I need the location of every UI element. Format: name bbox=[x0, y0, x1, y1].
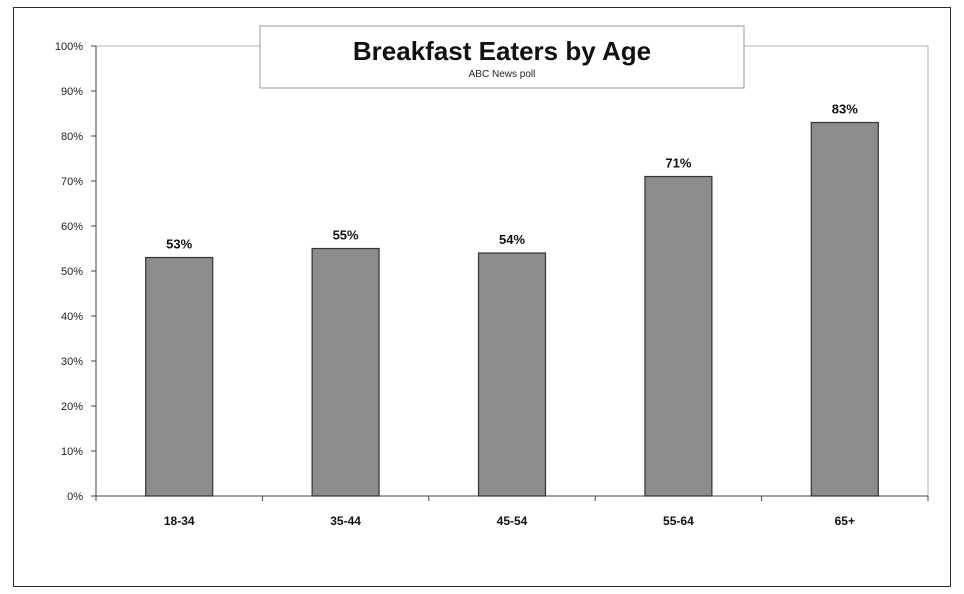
y-tick-label: 50% bbox=[61, 266, 83, 278]
bar-55-64 bbox=[644, 175, 713, 497]
chart-subtitle: ABC News poll bbox=[469, 69, 536, 80]
y-tick-label: 100% bbox=[55, 41, 83, 53]
y-tick-label: 20% bbox=[61, 401, 83, 413]
y-tick-label: 0% bbox=[67, 491, 83, 503]
x-category-label: 18-34 bbox=[164, 514, 195, 528]
bar-65+ bbox=[810, 121, 879, 497]
y-tick-label: 70% bbox=[61, 176, 83, 188]
data-label: 54% bbox=[499, 232, 525, 247]
x-category-label: 65+ bbox=[835, 514, 855, 528]
y-tick-label: 80% bbox=[61, 131, 83, 143]
bar-18-34 bbox=[145, 256, 214, 497]
y-tick-label: 30% bbox=[61, 356, 83, 368]
y-tick-label: 90% bbox=[61, 86, 83, 98]
x-axis: 18-34 35-44 45-54 55-64 65+ bbox=[95, 495, 929, 528]
y-tick-label: 60% bbox=[61, 221, 83, 233]
data-label: 71% bbox=[665, 156, 691, 171]
data-labels: 53% 55% 54% 71% 83% bbox=[166, 102, 858, 252]
data-label: 55% bbox=[333, 228, 359, 243]
chart-title: Breakfast Eaters by Age bbox=[353, 36, 651, 66]
y-tick-label: 40% bbox=[61, 311, 83, 323]
x-category-label: 55-64 bbox=[663, 514, 694, 528]
bar-35-44 bbox=[311, 247, 380, 497]
y-axis: 0% 10% 20% 30% 40% 50% 60% 70% 80% 90% 100% bbox=[55, 41, 97, 503]
x-category-label: 35-44 bbox=[330, 514, 361, 528]
title-box: Breakfast Eaters by Age ABC News poll bbox=[259, 25, 745, 89]
data-label: 53% bbox=[166, 237, 192, 252]
data-label: 83% bbox=[832, 102, 858, 117]
title-box-border bbox=[259, 25, 745, 89]
x-category-label: 45-54 bbox=[497, 514, 528, 528]
bar-series bbox=[145, 121, 879, 497]
bar-45-54 bbox=[477, 252, 547, 497]
y-tick-label: 10% bbox=[61, 446, 83, 458]
